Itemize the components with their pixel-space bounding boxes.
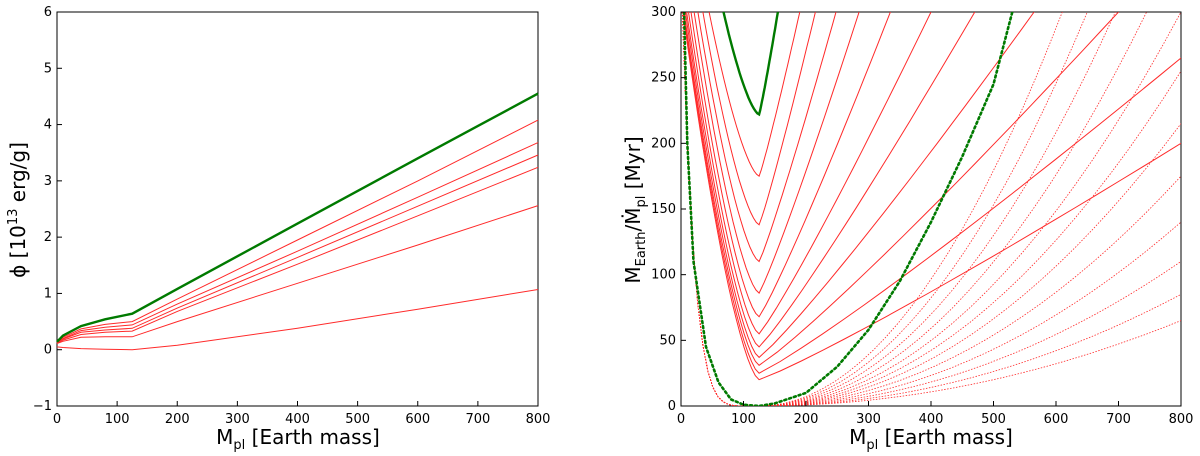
right-dotted-series-line [681, 12, 1181, 406]
left-x-tick-label: 200 [165, 412, 190, 427]
left-series-highlight-line [56, 92, 539, 343]
left-x-tick-label: 400 [285, 412, 310, 427]
left-y-tick-label: 1 [44, 286, 52, 301]
left-x-tick-label: 500 [345, 412, 370, 427]
left-y-tick-label: 4 [44, 118, 52, 133]
right-x-tick-label: 700 [1106, 412, 1131, 427]
right-dotted-series-line [681, 12, 1181, 406]
right-y-tick-label: 50 [659, 333, 676, 348]
right-series-line [708, 12, 801, 178]
right-dotted-series-line [681, 12, 1181, 406]
left-chart-series [56, 92, 539, 351]
left-x-ticks: 0 100 200 300 400 500 600 700 800 [53, 401, 551, 427]
left-y-tick-label: 5 [44, 61, 52, 76]
left-series-line [56, 142, 539, 344]
right-series-group [681, 12, 1181, 406]
left-y-tick-label: 0 [44, 343, 52, 358]
right-dotted-series-line [681, 12, 1181, 406]
right-x-tick-label: 200 [794, 412, 819, 427]
right-series-line [683, 12, 1119, 366]
left-y-ticks: −1 0 1 2 3 4 5 6 [33, 5, 62, 414]
left-plot-frame [56, 11, 539, 407]
left-x-tick-label: 600 [405, 412, 430, 427]
right-dotted-series-line [681, 12, 1181, 406]
right-y-tick-label: 0 [668, 399, 676, 414]
left-series-line [56, 154, 539, 344]
left-series-line [56, 205, 539, 344]
right-x-tick-label: 400 [919, 412, 944, 427]
right-series-line [688, 12, 932, 335]
left-x-tick-label: 800 [526, 412, 551, 427]
right-series-highlight-line [722, 12, 780, 117]
left-x-axis-title: Mpl [Earth mass] [216, 425, 380, 453]
right-dotted-series-line [681, 12, 1181, 406]
left-x-tick-label: 700 [465, 412, 490, 427]
right-x-tick-label: 0 [677, 412, 685, 427]
left-x-tick-label: 0 [53, 412, 61, 427]
right-dotted-series-line [681, 12, 1181, 406]
right-series-line [682, 12, 1181, 381]
left-series-line [56, 119, 539, 344]
right-y-tick-label: 100 [651, 268, 676, 283]
right-y-axis-title: MEarth/Ṁpl [Myr] [621, 136, 649, 283]
right-x-axis-title: Mpl [Earth mass] [849, 425, 1013, 453]
right-series-line [702, 12, 816, 226]
left-x-tick-label: 100 [105, 412, 130, 427]
right-dotted-series-line [681, 12, 1116, 406]
left-y-tick-label: 6 [44, 5, 52, 20]
right-series-line [690, 12, 891, 318]
left-y-tick-label: 3 [44, 174, 52, 189]
right-chart-series [681, 12, 1181, 406]
left-y-axis-title: ϕ [1013 erg/g] [6, 142, 30, 278]
right-dotted-series-line [681, 12, 1181, 406]
right-series-line [693, 12, 860, 294]
right-y-tick-label: 200 [651, 136, 676, 151]
right-y-tick-label: 300 [651, 5, 676, 20]
right-series-line [684, 12, 1035, 359]
right-y-ticks: 0 50 100 150 200 250 300 [651, 5, 686, 414]
left-y-tick-label: 2 [44, 230, 52, 245]
right-series-line [686, 12, 976, 348]
left-x-tick-label: 300 [225, 412, 250, 427]
right-chart: 0 100 200 300 400 500 600 700 800 0 50 100 150 200 25… [621, 5, 1193, 453]
right-x-tick-label: 100 [731, 412, 756, 427]
right-green-dotted-line [682, 12, 1014, 406]
right-series-line [697, 12, 837, 263]
right-dotted-series-line [681, 12, 1088, 406]
left-series-line [56, 289, 539, 351]
right-y-tick-label: 250 [651, 71, 676, 86]
right-series-line [683, 12, 1181, 374]
right-x-tick-label: 300 [856, 412, 881, 427]
right-dotted-series-line [681, 12, 1063, 406]
left-series-line [56, 166, 539, 344]
right-x-tick-label: 800 [1169, 412, 1194, 427]
right-x-ticks: 0 100 200 300 400 500 600 700 800 [677, 401, 1194, 427]
right-x-tick-label: 600 [1044, 412, 1069, 427]
right-y-tick-label: 150 [651, 202, 676, 217]
left-y-tick-label: −1 [33, 399, 52, 414]
right-x-tick-label: 500 [981, 412, 1006, 427]
